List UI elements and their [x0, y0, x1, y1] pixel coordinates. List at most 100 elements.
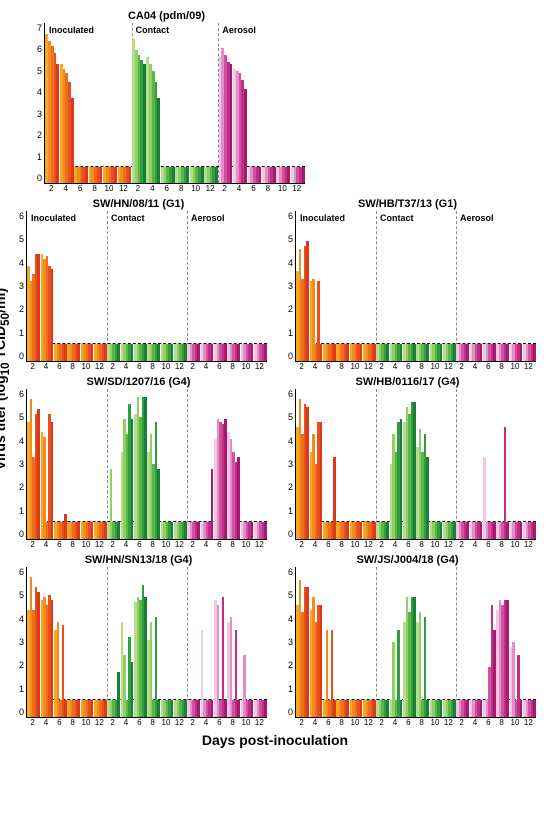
bar — [237, 457, 240, 540]
ytick: 3 — [19, 637, 24, 647]
bar — [453, 700, 456, 718]
bar — [466, 700, 469, 718]
xtick: 6 — [326, 540, 330, 549]
xtick: 4 — [124, 718, 128, 727]
bar — [172, 167, 175, 183]
xtick: 6 — [406, 362, 410, 371]
bars — [27, 211, 267, 361]
panel-HNSN1318: SW/HN/SN13/18 (G4)6543210246810122468101… — [10, 554, 267, 728]
bar — [386, 522, 389, 540]
xtick: 10 — [351, 362, 360, 371]
xtick: 10 — [511, 362, 520, 371]
bar — [426, 700, 429, 718]
ytick: 0 — [19, 529, 24, 539]
bar — [440, 344, 443, 362]
bar — [51, 600, 54, 718]
y-axis: 76543210 — [28, 23, 44, 183]
xtick: 2 — [110, 362, 114, 371]
bar — [201, 167, 204, 183]
ytick: 0 — [19, 351, 24, 361]
xtick: 2 — [30, 718, 34, 727]
bar — [346, 522, 349, 540]
bar — [85, 167, 88, 183]
xtick: 10 — [191, 184, 200, 193]
bar — [273, 167, 276, 183]
bar — [264, 522, 267, 540]
bar — [480, 700, 483, 718]
bar — [211, 469, 214, 539]
bar — [51, 422, 54, 540]
xtick: 2 — [379, 540, 383, 549]
xtick: 12 — [175, 718, 184, 727]
bar — [480, 522, 483, 540]
bar — [184, 522, 187, 540]
xtick: 4 — [150, 184, 154, 193]
xtick: 6 — [57, 718, 61, 727]
bar — [533, 344, 536, 362]
xtick: 10 — [431, 540, 440, 549]
xtick: 10 — [511, 540, 520, 549]
bar — [224, 700, 227, 718]
ytick: 3 — [37, 109, 42, 119]
bars — [296, 389, 536, 539]
xtick: 10 — [82, 718, 91, 727]
xtick: 4 — [393, 718, 397, 727]
bar — [466, 522, 469, 540]
xtick: 6 — [57, 362, 61, 371]
bar — [64, 700, 67, 718]
xtick: 12 — [95, 540, 104, 549]
xtick: 2 — [222, 184, 226, 193]
ytick: 0 — [288, 529, 293, 539]
xtick: 4 — [44, 362, 48, 371]
xtick: 6 — [326, 362, 330, 371]
bar — [184, 700, 187, 718]
panel-title: SW/JS/J004/18 (G4) — [279, 554, 536, 566]
bar — [440, 522, 443, 540]
bar — [224, 419, 227, 539]
bar — [184, 344, 187, 362]
ytick: 1 — [288, 328, 293, 338]
xtick: 8 — [179, 184, 183, 193]
xtick: 2 — [49, 184, 53, 193]
bar — [157, 98, 160, 183]
ytick: 0 — [37, 173, 42, 183]
bar — [360, 344, 363, 362]
bar — [360, 522, 363, 540]
bar — [144, 344, 147, 362]
ytick: 3 — [288, 637, 293, 647]
xtick: 8 — [230, 540, 234, 549]
xtick: 2 — [110, 718, 114, 727]
xtick: 8 — [70, 362, 74, 371]
ytick: 1 — [19, 506, 24, 516]
bar — [114, 167, 117, 183]
bar — [333, 700, 336, 718]
ytick: 3 — [288, 459, 293, 469]
bar — [453, 344, 456, 362]
xtick: 12 — [364, 362, 373, 371]
bar — [144, 397, 147, 540]
panel-CA04: CA04 (pdm/09)76543210InoculatedContactAe… — [28, 10, 305, 194]
ytick: 4 — [19, 436, 24, 446]
bar — [104, 344, 107, 362]
bar — [302, 167, 305, 183]
bar — [493, 522, 496, 540]
xtick: 10 — [105, 184, 114, 193]
x-axis-label: Days post-inoculation — [10, 732, 540, 748]
bar — [64, 344, 67, 362]
xtick: 4 — [44, 540, 48, 549]
ytick: 5 — [288, 234, 293, 244]
bar — [440, 700, 443, 718]
ytick: 5 — [19, 412, 24, 422]
bar — [237, 344, 240, 362]
xtick: 8 — [499, 362, 503, 371]
xtick: 10 — [351, 540, 360, 549]
bar — [77, 522, 80, 540]
ytick: 6 — [37, 44, 42, 54]
bars — [45, 23, 305, 183]
bar — [230, 64, 233, 183]
xtick: 4 — [313, 362, 317, 371]
ytick: 6 — [288, 211, 293, 221]
bar — [77, 700, 80, 718]
bar — [386, 700, 389, 718]
xtick: 8 — [70, 718, 74, 727]
